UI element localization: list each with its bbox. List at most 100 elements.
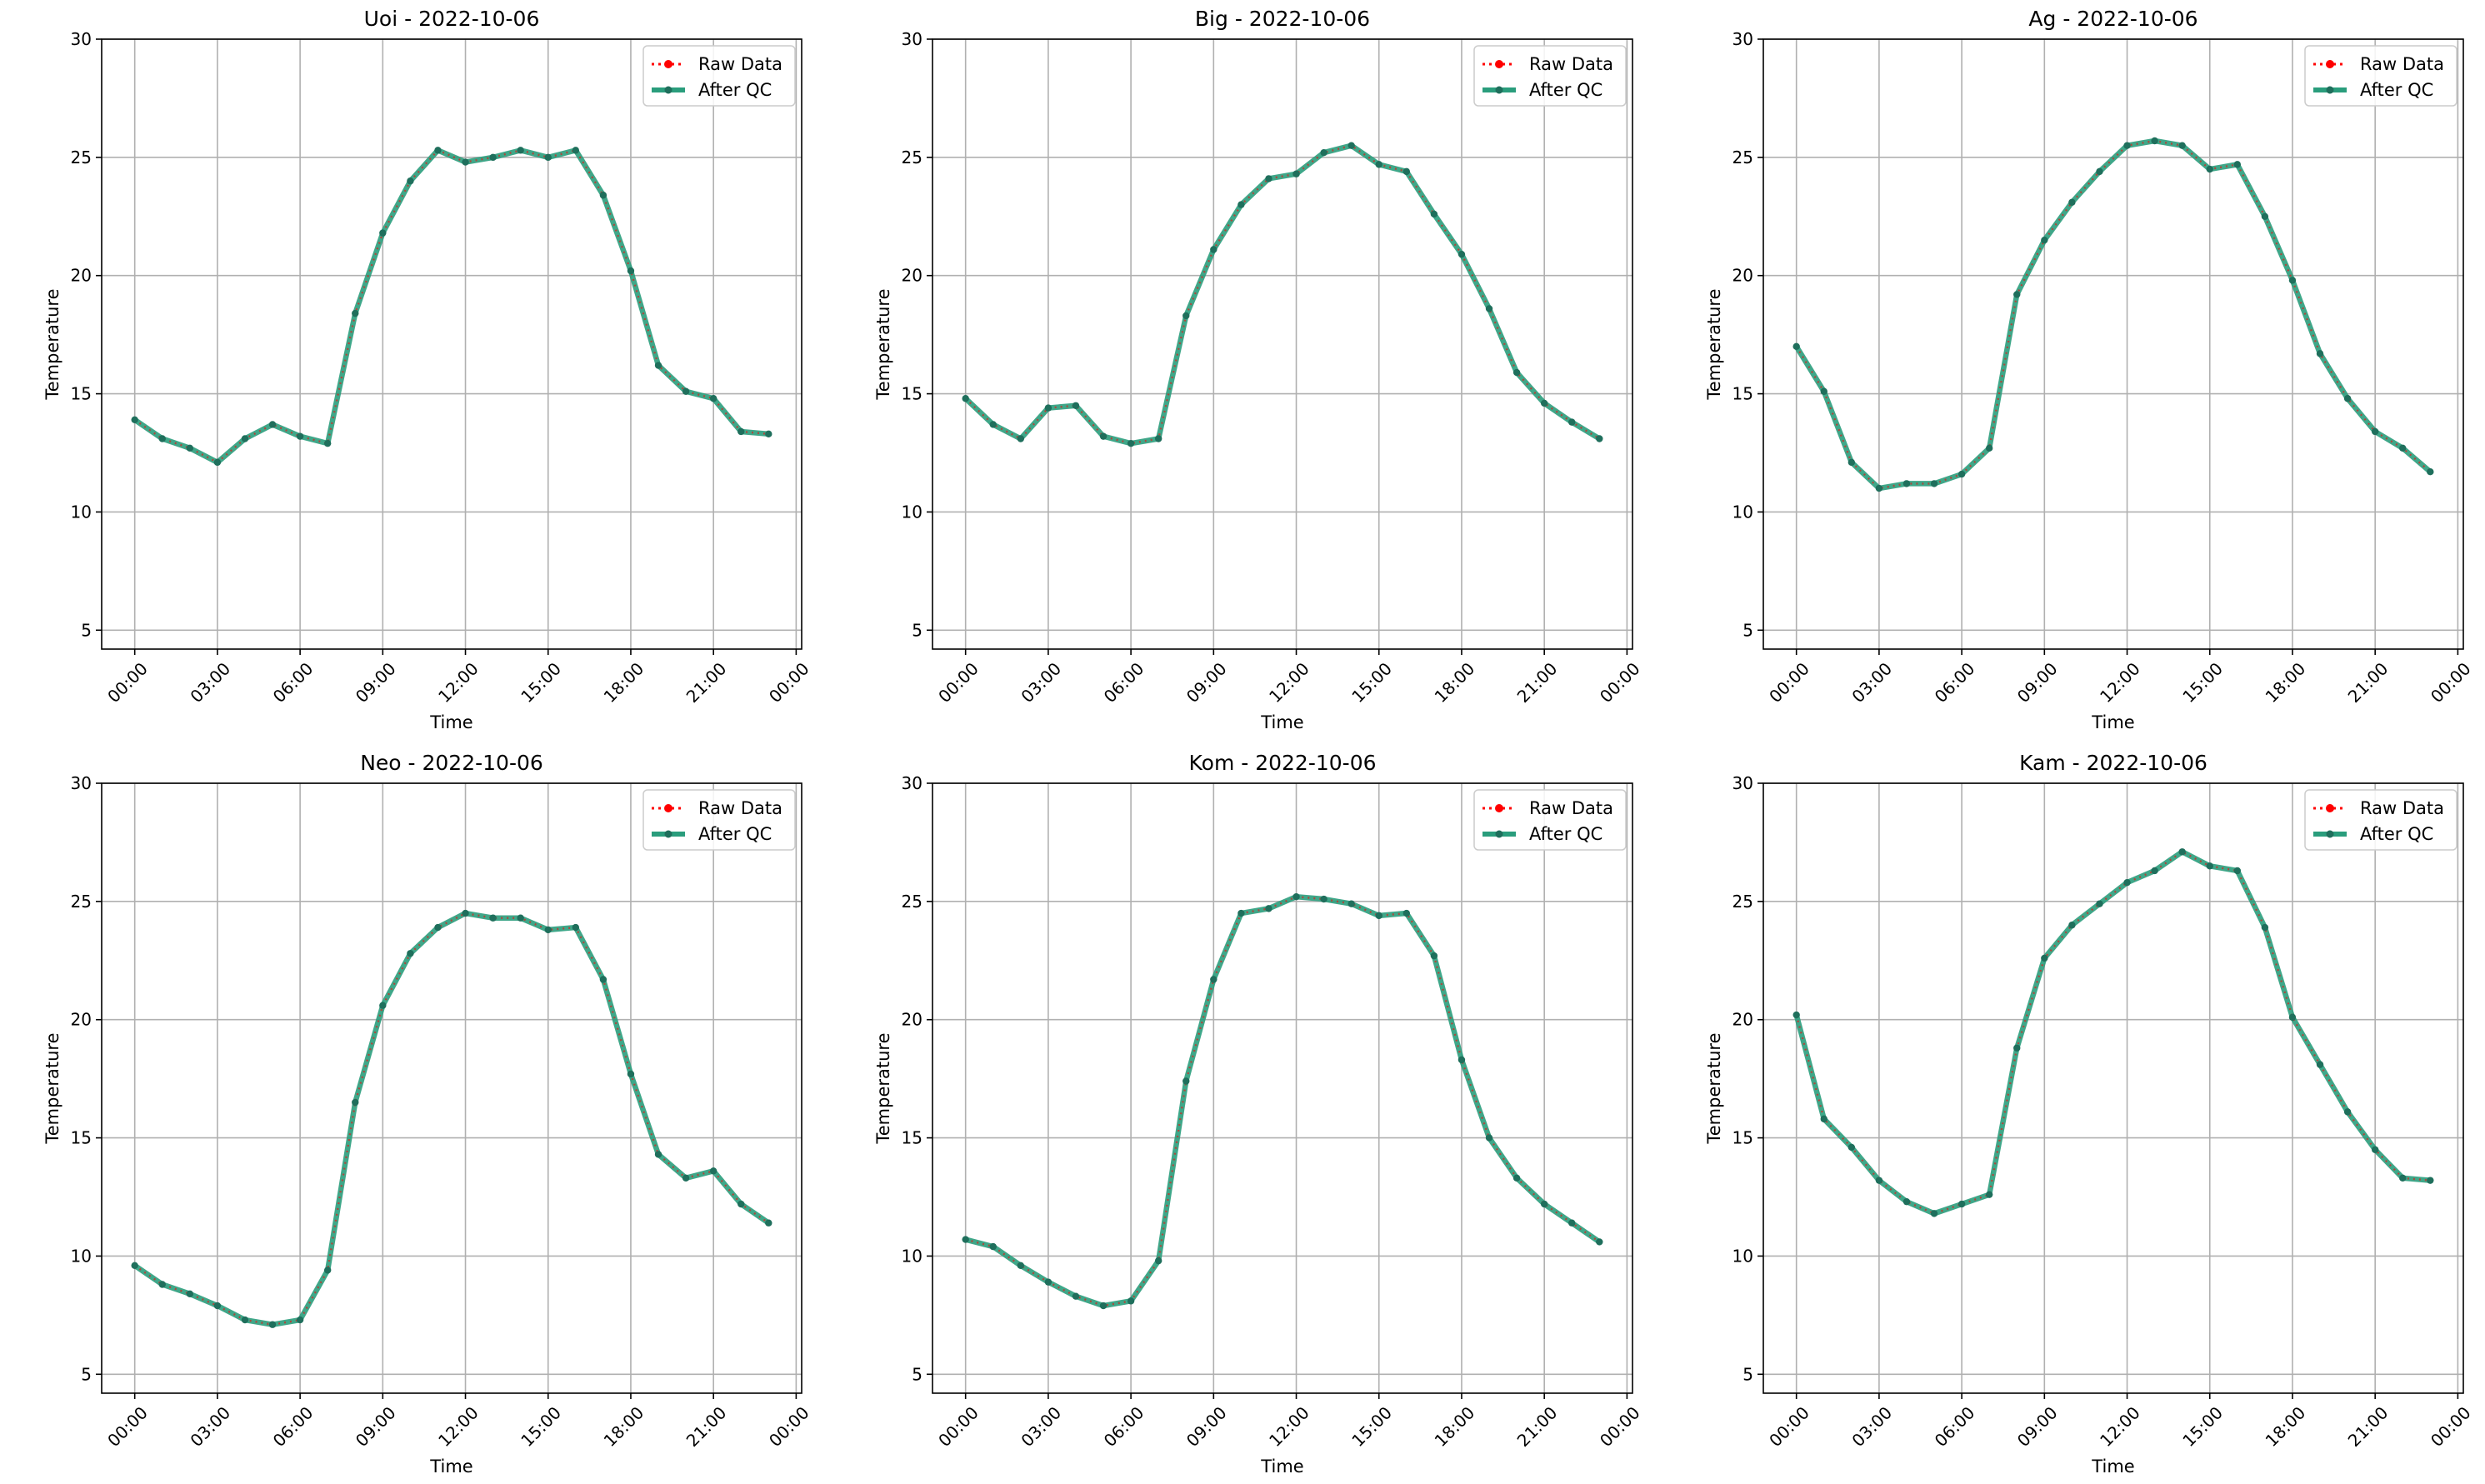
data-point — [1596, 435, 1603, 442]
series-line-after-qc — [132, 147, 769, 466]
data-point — [2233, 867, 2242, 875]
data-point — [379, 1002, 387, 1009]
x-tick-label: 09:00 — [2013, 1402, 2062, 1451]
y-tick-label: 5 — [912, 1364, 922, 1384]
series-line-after-qc — [1793, 137, 2432, 492]
data-point — [131, 1262, 138, 1269]
data-point — [2399, 1174, 2407, 1182]
data-point — [186, 444, 194, 452]
y-tick-label: 5 — [81, 1364, 92, 1384]
y-tick-label: 20 — [1732, 1010, 1753, 1030]
data-point — [186, 1290, 194, 1298]
data-point — [1930, 480, 1938, 487]
data-point — [517, 147, 524, 154]
data-point — [1127, 439, 1135, 447]
legend-label-raw-data: Raw Data — [1529, 798, 1613, 818]
chart-panel-0: Uoi - 2022-10-06 00:00 03:00 06:00 09:00 12:0… — [42, 7, 813, 732]
data-point — [1485, 305, 1493, 312]
x-tick-label: 03:00 — [186, 1402, 234, 1451]
data-point — [1792, 342, 1800, 351]
x-tick-label: 00:00 — [2427, 1402, 2475, 1451]
chart-title: Uoi - 2022-10-06 — [364, 7, 540, 31]
legend-label-after-qc: After QC — [2360, 80, 2433, 100]
y-tick-label: 15 — [71, 1128, 92, 1148]
data-point — [654, 1151, 662, 1158]
data-point — [1512, 368, 1521, 377]
x-tick-label: 06:00 — [1931, 658, 1979, 707]
data-point — [323, 439, 332, 447]
data-point — [709, 395, 718, 402]
y-tick-label: 5 — [81, 620, 92, 640]
y-tick-label: 20 — [902, 1010, 922, 1030]
data-point — [1958, 470, 1966, 478]
x-tick-label: 00:00 — [1765, 1402, 1813, 1451]
data-point — [1099, 1302, 1108, 1310]
y-tick-label: 15 — [902, 384, 922, 404]
data-point — [2316, 1061, 2324, 1068]
data-point — [1044, 404, 1052, 412]
data-point — [2013, 1044, 2021, 1052]
y-tick-label: 25 — [71, 147, 92, 167]
chart-panel-3: Neo - 2022-10-06 00:00 03:00 06:00 09:00 12:0… — [42, 751, 813, 1477]
data-point — [268, 421, 277, 428]
data-point — [1320, 895, 1328, 903]
y-tick-label: 20 — [1732, 266, 1753, 286]
data-point — [1072, 1292, 1080, 1300]
data-point — [2343, 1108, 2352, 1116]
data-point — [1902, 1197, 1911, 1206]
x-tick-label: 00:00 — [103, 1402, 152, 1451]
data-point — [379, 229, 387, 237]
y-tick-label: 10 — [902, 502, 922, 522]
legend-label-raw-data: Raw Data — [2360, 54, 2444, 74]
data-point — [544, 153, 552, 162]
chart-title: Kam - 2022-10-06 — [2019, 751, 2208, 775]
x-tick-label: 21:00 — [2344, 1402, 2392, 1451]
data-point — [1182, 312, 1190, 320]
data-point — [131, 416, 138, 423]
chart-title: Ag - 2022-10-06 — [2028, 7, 2198, 31]
y-tick-label: 25 — [1732, 892, 1753, 912]
data-point — [1875, 1177, 1883, 1184]
x-tick-label: 06:00 — [269, 658, 318, 707]
y-tick-label: 30 — [71, 773, 92, 793]
legend-marker-after-qc — [2326, 86, 2334, 94]
x-tick-label: 06:00 — [269, 1402, 318, 1451]
data-point — [2371, 1146, 2379, 1153]
series-line-after-qc — [132, 910, 771, 1327]
data-point — [2261, 212, 2269, 220]
legend-label-raw-data: Raw Data — [2360, 798, 2444, 818]
y-tick-label: 30 — [71, 29, 92, 49]
x-tick-label: 15:00 — [1348, 1402, 1396, 1451]
data-point — [1154, 1257, 1162, 1265]
plot-frame — [932, 782, 1633, 1394]
data-point — [682, 1174, 690, 1182]
data-point — [1430, 210, 1438, 218]
data-point — [2261, 923, 2269, 932]
data-point — [2123, 878, 2131, 887]
data-point — [462, 909, 469, 917]
data-point — [1348, 142, 1355, 149]
x-tick-label: 03:00 — [186, 658, 234, 707]
data-point — [352, 309, 359, 317]
legend-marker-raw-data — [1495, 60, 1503, 68]
x-tick-label: 12:00 — [1265, 658, 1313, 707]
x-tick-label: 15:00 — [1348, 658, 1396, 707]
x-tick-label: 18:00 — [600, 658, 648, 707]
x-tick-label: 09:00 — [352, 1402, 400, 1451]
data-point — [489, 914, 497, 922]
data-point — [1902, 480, 1911, 487]
y-tick-label: 20 — [71, 1010, 92, 1030]
series-line-raw-data — [965, 895, 1600, 1307]
data-point — [158, 1281, 166, 1288]
data-point — [599, 976, 608, 983]
x-tick-label: 00:00 — [2427, 658, 2475, 707]
legend-label-after-qc: After QC — [698, 824, 772, 844]
data-point — [1540, 399, 1548, 407]
data-point — [407, 950, 414, 957]
y-axis-label: Temperature — [1704, 1032, 1724, 1144]
plot-frame — [101, 38, 802, 650]
x-tick-label: 12:00 — [2096, 658, 2144, 707]
data-point — [1958, 1200, 1966, 1208]
x-tick-label: 21:00 — [1513, 658, 1562, 707]
y-tick-label: 25 — [71, 892, 92, 912]
